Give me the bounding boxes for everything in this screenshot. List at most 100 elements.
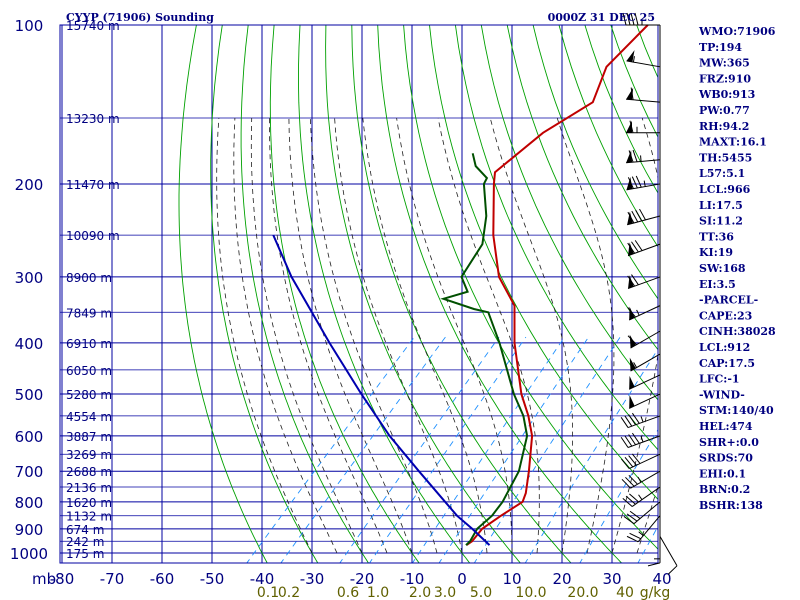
mixing-ratio-label: 0.2 (278, 585, 300, 600)
wind-barb (621, 453, 661, 470)
stat-entry: LI:17.5 (699, 199, 743, 212)
pressure-tick-600: 600 (15, 428, 44, 446)
mixing-ratio-line (438, 336, 589, 563)
stat-entry: CAP:17.5 (699, 357, 755, 370)
sounding-traces (272, 24, 649, 546)
stat-entry: BSHR:138 (699, 499, 763, 512)
height-label-250: 10090 m (66, 229, 120, 243)
wind-barb (628, 393, 661, 409)
height-label-600: 3887 m (66, 430, 112, 444)
temp-tick--40: -40 (250, 570, 275, 588)
wind-barb (620, 432, 661, 448)
dry-adiabat (178, 25, 268, 563)
mixing-ratio-line (579, 428, 658, 563)
moist-adiabat (396, 117, 513, 553)
dry-adiabat (269, 25, 420, 563)
stat-entry: CINH:38028 (699, 325, 776, 338)
stat-entry: MW:365 (699, 57, 750, 70)
moist-adiabat (334, 117, 463, 554)
parcel-trace (272, 234, 491, 546)
temp-tick--50: -50 (200, 570, 225, 588)
pressure-tick-200: 200 (15, 176, 44, 194)
moist-adiabat (288, 117, 413, 554)
height-label-200: 11470 m (66, 178, 120, 192)
moist-adiabat (216, 117, 313, 554)
stat-entry: EI:3.5 (699, 278, 736, 291)
height-label-950: 242 m (66, 535, 104, 549)
stat-entry: SHR+:0.0 (699, 436, 759, 449)
stat-entry: HEL:474 (699, 420, 753, 433)
dry-adiabat (210, 25, 319, 563)
wind-barb (620, 412, 661, 429)
stability-indices: WMO:71906 TP:194 MW:365 FRZ:910 WB0:913 PW:0.… (698, 25, 776, 512)
stat-entry: SI:11.2 (699, 215, 743, 228)
wind-barbs (620, 12, 678, 575)
pressure-axis-label: mb (32, 570, 56, 588)
temp-tick--20: -20 (350, 570, 375, 588)
height-label-450: 6050 m (66, 364, 112, 378)
stat-entry: -WIND- (699, 388, 745, 401)
wind-barb (628, 374, 661, 390)
mixing-ratio-label: g/kg (640, 585, 671, 600)
pressure-tick-1000: 1000 (10, 545, 48, 563)
stat-entry: WB0:913 (698, 88, 755, 101)
wind-barb (627, 274, 661, 290)
height-label-750: 2136 m (66, 481, 112, 495)
wind-barb (659, 536, 678, 575)
wind-barb (627, 305, 661, 321)
mixing-ratio-label: 10.0 (515, 585, 546, 600)
wind-barb (626, 149, 661, 164)
height-label-900: 674 m (66, 523, 104, 537)
height-label-500: 5280 m (66, 388, 112, 402)
temp-tick--80: -80 (50, 570, 75, 588)
temp-tick-30: 30 (602, 570, 621, 588)
height-label-400: 6910 m (66, 337, 112, 351)
wind-barb (626, 515, 661, 543)
moist-adiabat (362, 117, 488, 554)
dry-adiabat (325, 25, 521, 563)
height-label-350: 7849 m (66, 306, 112, 320)
wind-barb (627, 208, 661, 226)
dry-adiabat (532, 25, 658, 300)
mixing-ratio-label: 20.0 (567, 585, 598, 600)
moist-adiabat (250, 117, 363, 554)
mixing-ratio-label: 2.0 (409, 585, 431, 600)
temp-tick-20: 20 (552, 570, 571, 588)
temp-tick-40: 40 (652, 570, 671, 588)
mixing-ratio-line (280, 336, 446, 563)
valid-time: 0000Z 31 DEC 25 (548, 11, 655, 24)
moist-adiabat (269, 118, 388, 554)
pressure-tick-800: 800 (15, 494, 44, 512)
height-label-1000: 175 m (66, 547, 104, 561)
wind-barb (626, 50, 661, 68)
pressure-tick-700: 700 (15, 463, 44, 481)
mixing-ratio-label: 5.0 (470, 585, 492, 600)
height-label-150: 13230 m (66, 112, 120, 126)
pressure-tick-400: 400 (15, 335, 44, 353)
moist-adiabat (233, 117, 338, 554)
wind-barb (627, 330, 661, 349)
height-label-650: 3269 m (66, 448, 112, 462)
temp-tick--10: -10 (400, 570, 425, 588)
wind-barb (626, 175, 661, 191)
wind-barb (626, 120, 660, 134)
stat-entry: -PARCEL- (699, 294, 758, 307)
moist-adiabat-lines (216, 117, 658, 554)
dry-adiabat (454, 25, 658, 451)
dry-adiabat (240, 25, 370, 563)
temp-tick-0: 0 (457, 570, 467, 588)
temp-tick-10: 10 (502, 570, 521, 588)
mixing-ratio-label: 0.6 (337, 585, 359, 600)
pressure-tick-100: 100 (15, 17, 44, 35)
moist-adiabat (437, 117, 540, 554)
temp-tick--60: -60 (150, 570, 175, 588)
stat-entry: LFC:-1 (699, 373, 740, 386)
stat-entry: RH:94.2 (699, 120, 749, 133)
temp-tick--30: -30 (300, 570, 325, 588)
pressure-tick-500: 500 (15, 386, 44, 404)
stat-entry: TT:36 (699, 230, 734, 243)
stat-entry: LCL:912 (699, 341, 750, 354)
wind-barb (627, 240, 661, 257)
wind-barb (621, 470, 661, 489)
dry-adiabat (351, 25, 572, 563)
